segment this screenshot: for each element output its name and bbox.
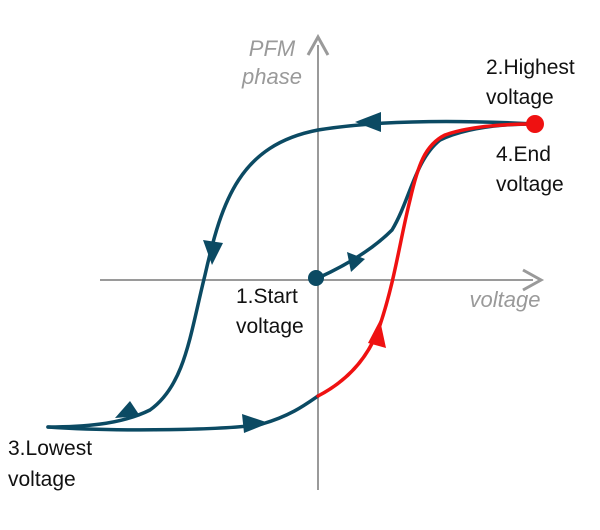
x-axis-label: voltage bbox=[470, 287, 541, 312]
red-direction-arrow bbox=[368, 320, 386, 348]
upper-top-direction-arrow bbox=[355, 112, 381, 132]
lowest-label-line1: 3.Lowest bbox=[8, 437, 92, 460]
end-branch bbox=[316, 122, 537, 398]
start-point-marker bbox=[308, 270, 324, 286]
highest-point-marker bbox=[526, 115, 544, 133]
lower-branch bbox=[46, 394, 320, 432]
end-label-line2: voltage bbox=[496, 173, 564, 196]
upper-descent-direction-arrow bbox=[203, 240, 223, 265]
lower-bottom-direction-arrow bbox=[242, 414, 269, 433]
start-label-line1: 1.Start bbox=[236, 285, 298, 308]
highest-label-line1: 2.Highest bbox=[486, 56, 575, 79]
lowest-label-line2: voltage bbox=[8, 468, 76, 491]
end-label-line1: 4.End bbox=[496, 143, 551, 166]
upper-branch bbox=[46, 119, 537, 429]
y-axis-label-line2: phase bbox=[241, 64, 302, 89]
highest-label-line2: voltage bbox=[486, 86, 554, 109]
lower-left-direction-arrow bbox=[115, 401, 140, 418]
start-label-line2: voltage bbox=[236, 315, 304, 338]
initial-direction-arrow bbox=[347, 252, 365, 272]
y-axis-label-line1: PFM bbox=[249, 36, 296, 61]
